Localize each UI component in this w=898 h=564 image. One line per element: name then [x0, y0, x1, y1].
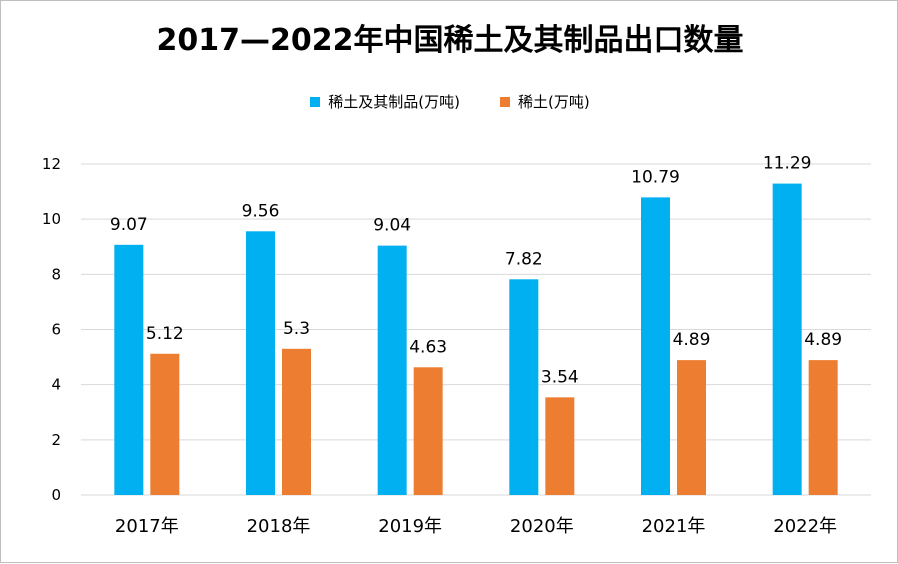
- legend: 稀土及其制品(万吨) 稀土(万吨): [1, 91, 898, 112]
- bar-series-0: [641, 197, 670, 495]
- data-label-series-1: 4.89: [673, 330, 711, 350]
- x-category-label: 2021年: [642, 516, 706, 537]
- bar-series-1: [545, 397, 575, 495]
- x-category-label: 2018年: [247, 516, 311, 537]
- bar-series-0: [772, 183, 802, 495]
- legend-swatch-series-0: [310, 96, 321, 107]
- data-label-series-1: 5.12: [146, 324, 184, 344]
- bar-series-1: [282, 348, 311, 495]
- x-category-label: 2017年: [115, 516, 179, 537]
- legend-swatch-series-1: [500, 96, 510, 107]
- data-label-series-0: 7.82: [505, 249, 543, 269]
- data-label-series-0: 10.79: [631, 167, 680, 187]
- legend-label-series-0: 稀土及其制品(万吨): [328, 93, 460, 111]
- data-label-series-0: 9.04: [373, 216, 411, 236]
- legend-label-series-1: 稀土(万吨): [518, 93, 590, 111]
- y-tick-label: 12: [42, 155, 61, 173]
- bar-series-0: [377, 245, 407, 495]
- bar-series-0: [246, 231, 275, 495]
- data-label-series-1: 4.63: [409, 337, 447, 357]
- data-label-series-0: 11.29: [763, 154, 812, 174]
- x-category-label: 2022年: [773, 516, 837, 537]
- y-tick-label: 8: [51, 265, 61, 283]
- data-label-series-1: 5.3: [283, 319, 310, 339]
- x-category-label: 2020年: [510, 516, 574, 537]
- bar-series-1: [677, 360, 706, 495]
- y-tick-label: 6: [51, 321, 61, 339]
- bar-series-1: [150, 353, 180, 495]
- legend-item-series-1: 稀土(万吨): [500, 91, 590, 112]
- chart-title: 2017—2022年中国稀土及其制品出口数量: [156, 23, 744, 58]
- data-label-series-1: 3.54: [541, 367, 579, 387]
- y-tick-label: 2: [51, 431, 61, 449]
- x-category-label: 2019年: [378, 516, 442, 537]
- y-tick-label: 10: [42, 210, 61, 228]
- legend-item-series-0: 稀土及其制品(万吨): [310, 91, 460, 112]
- data-label-series-1: 4.89: [804, 330, 842, 350]
- y-tick-label: 0: [51, 486, 61, 504]
- bar-series-1: [808, 360, 838, 495]
- bar-series-1: [413, 367, 443, 495]
- data-label-series-0: 9.56: [242, 201, 280, 221]
- bar-series-0: [114, 244, 144, 495]
- data-label-series-0: 9.07: [110, 215, 148, 235]
- y-tick-label: 4: [51, 376, 61, 394]
- bar-series-0: [509, 279, 539, 495]
